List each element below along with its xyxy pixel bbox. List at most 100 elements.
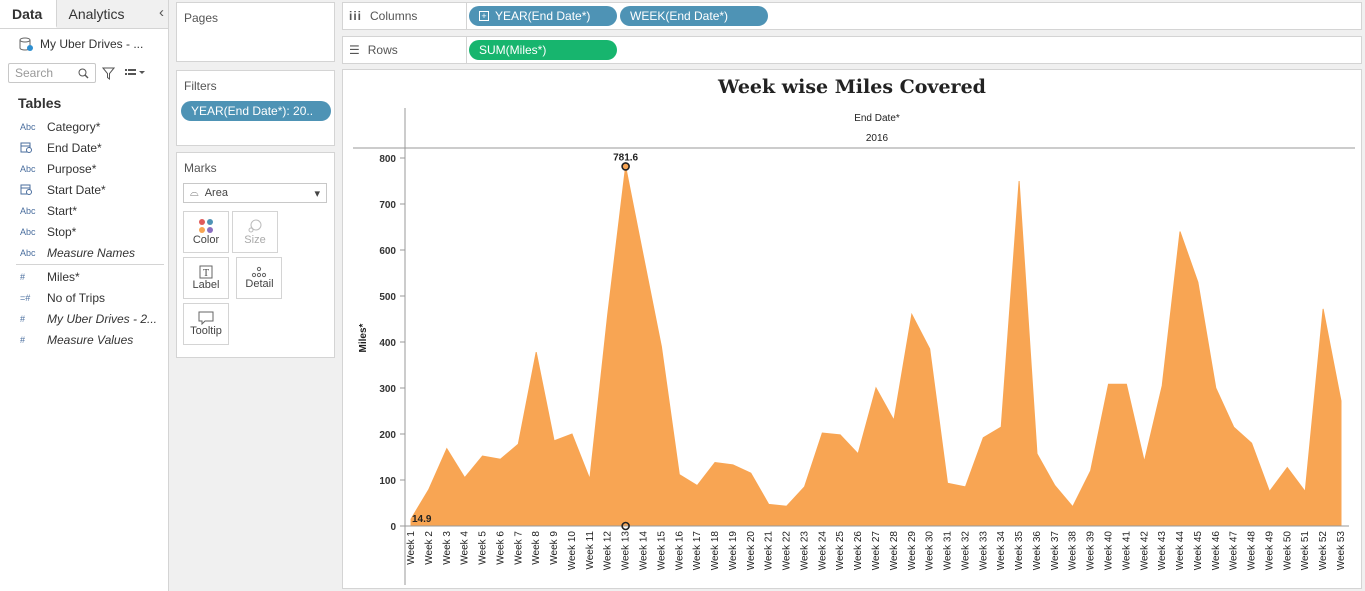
y-axis-label: Miles* [358, 323, 369, 352]
x-tick-label: Week 28 [889, 531, 900, 571]
size-icon [248, 219, 262, 233]
rows-shelf[interactable]: ☰ Rows SUM(Miles*) [342, 36, 1362, 64]
number-type-icon: # [20, 271, 26, 282]
field-item[interactable]: Abc Purpose* [0, 158, 168, 179]
search-icon [78, 68, 89, 78]
x-tick-label: Week 12 [603, 531, 614, 571]
field-label: My Uber Drives - 2... [47, 311, 158, 326]
expand-plus-icon: + [479, 11, 489, 21]
tab-data[interactable]: Data [0, 0, 57, 28]
tooltip-label: Tooltip [190, 325, 222, 337]
columns-shelf[interactable]: iii Columns + YEAR(End Date*) WEEK(End D… [342, 2, 1362, 30]
detail-label: Detail [245, 278, 274, 290]
x-tick-label: Week 11 [585, 531, 596, 570]
field-label: No of Trips [47, 290, 106, 305]
x-tick-label: Week 45 [1193, 531, 1204, 571]
field-item[interactable]: Abc Start* [0, 200, 168, 221]
field-item[interactable]: Start Date* [0, 179, 168, 200]
x-tick-label: Week 38 [1068, 531, 1079, 571]
x-tick-label: Week 7 [513, 531, 524, 565]
field-label: Purpose* [47, 161, 97, 176]
marks-card: Marks ⌓ Area ▾ Color Size T Label [176, 152, 335, 358]
label-button[interactable]: T Label [183, 257, 229, 299]
field-item[interactable]: Abc Category* [0, 116, 168, 137]
x-tick-label: Week 16 [674, 531, 685, 571]
chart-title: Week wise Miles Covered [717, 76, 986, 98]
x-tick-label: Week 49 [1264, 531, 1275, 571]
x-tick-label: Week 8 [531, 531, 542, 565]
datasource-item[interactable]: My Uber Drives - ... [0, 29, 168, 59]
column-header-value: 2016 [866, 133, 889, 144]
pages-shelf[interactable]: Pages [176, 2, 335, 62]
y-tick-label: 500 [379, 292, 396, 303]
x-tick-label: Week 33 [978, 531, 989, 571]
x-tick-label: Week 40 [1104, 531, 1115, 571]
field-item[interactable]: =# No of Trips [0, 287, 168, 308]
x-tick-label: Week 43 [1157, 531, 1168, 571]
x-tick-label: Week 3 [442, 531, 453, 565]
field-item[interactable]: # Measure Values [0, 329, 168, 350]
field-item[interactable]: # My Uber Drives - 2... [0, 308, 168, 329]
x-tick-label: Week 6 [495, 531, 506, 565]
mark-type-value: Area [204, 186, 228, 199]
detail-dots-icon [252, 266, 267, 278]
x-tick-label: Week 48 [1247, 531, 1258, 571]
collapse-pane-icon[interactable]: ‹ [159, 4, 164, 21]
data-label: 14.9 [412, 514, 432, 525]
column-header-label: End Date* [854, 113, 900, 124]
marks-title: Marks [184, 161, 217, 175]
x-tick-label: Week 36 [1032, 531, 1043, 571]
x-tick-label: Week 4 [460, 531, 471, 565]
area-chart: Week wise Miles Covered End Date* 2016 Mile… [353, 76, 1355, 585]
x-tick-label: Week 19 [728, 531, 739, 571]
field-item[interactable]: End Date* [0, 137, 168, 158]
y-tick-label: 400 [379, 338, 396, 349]
label-T-icon: T [199, 265, 213, 279]
pane-tabs: Data Analytics ‹ [0, 0, 168, 29]
column-pill-year[interactable]: + YEAR(End Date*) [469, 6, 617, 26]
field-item[interactable]: Abc Measure Names [0, 242, 168, 263]
filters-title: Filters [184, 79, 217, 93]
x-tick-label: Week 27 [871, 531, 882, 571]
tooltip-button[interactable]: Tooltip [183, 303, 229, 345]
field-label: Measure Names [47, 245, 136, 260]
search-input[interactable]: Search [8, 63, 96, 83]
x-tick-label: Week 46 [1211, 531, 1222, 571]
chevron-down-icon: ▾ [314, 187, 320, 200]
field-label: Start Date* [47, 182, 106, 197]
row-pill-miles[interactable]: SUM(Miles*) [469, 40, 617, 60]
columns-shelf-label: iii Columns [343, 3, 467, 29]
column-pill-week[interactable]: WEEK(End Date*) [620, 6, 768, 26]
rows-shelf-label: ☰ Rows [343, 37, 467, 63]
filter-icon[interactable] [102, 67, 115, 80]
x-tick-label: Week 2 [424, 531, 435, 565]
x-tick-label: Week 18 [710, 531, 721, 571]
string-type-icon: Abc [20, 226, 36, 237]
mark-type-dropdown[interactable]: ⌓ Area ▾ [183, 183, 327, 203]
label-label: Label [192, 279, 220, 291]
y-tick-label: 0 [390, 522, 396, 533]
field-item[interactable]: # Miles* [0, 266, 168, 287]
y-tick-label: 700 [379, 200, 396, 211]
size-button[interactable]: Size [232, 211, 278, 253]
x-tick-label: Week 50 [1282, 531, 1293, 571]
detail-button[interactable]: Detail [236, 257, 283, 299]
color-button[interactable]: Color [183, 211, 229, 253]
y-tick-label: 800 [379, 154, 396, 165]
x-tick-label: Week 25 [835, 531, 846, 571]
filters-shelf[interactable]: Filters YEAR(End Date*): 20.. [176, 70, 335, 146]
field-item[interactable]: Abc Stop* [0, 221, 168, 242]
filter-pill[interactable]: YEAR(End Date*): 20.. [181, 101, 331, 121]
x-tick-label: Week 13 [621, 531, 632, 571]
x-tick-label: Week 53 [1336, 531, 1347, 571]
y-tick-label: 600 [379, 246, 396, 257]
calendar-icon [20, 141, 47, 155]
view-options-icon[interactable] [125, 68, 145, 78]
x-tick-label: Week 30 [925, 531, 936, 571]
datasource-name: My Uber Drives - ... [40, 37, 144, 51]
x-tick-label: Week 9 [549, 531, 560, 565]
x-tick-label: Week 10 [567, 531, 578, 571]
x-tick-label: Week 20 [746, 531, 757, 571]
area-series [410, 166, 1342, 527]
tab-analytics[interactable]: Analytics [56, 0, 168, 28]
